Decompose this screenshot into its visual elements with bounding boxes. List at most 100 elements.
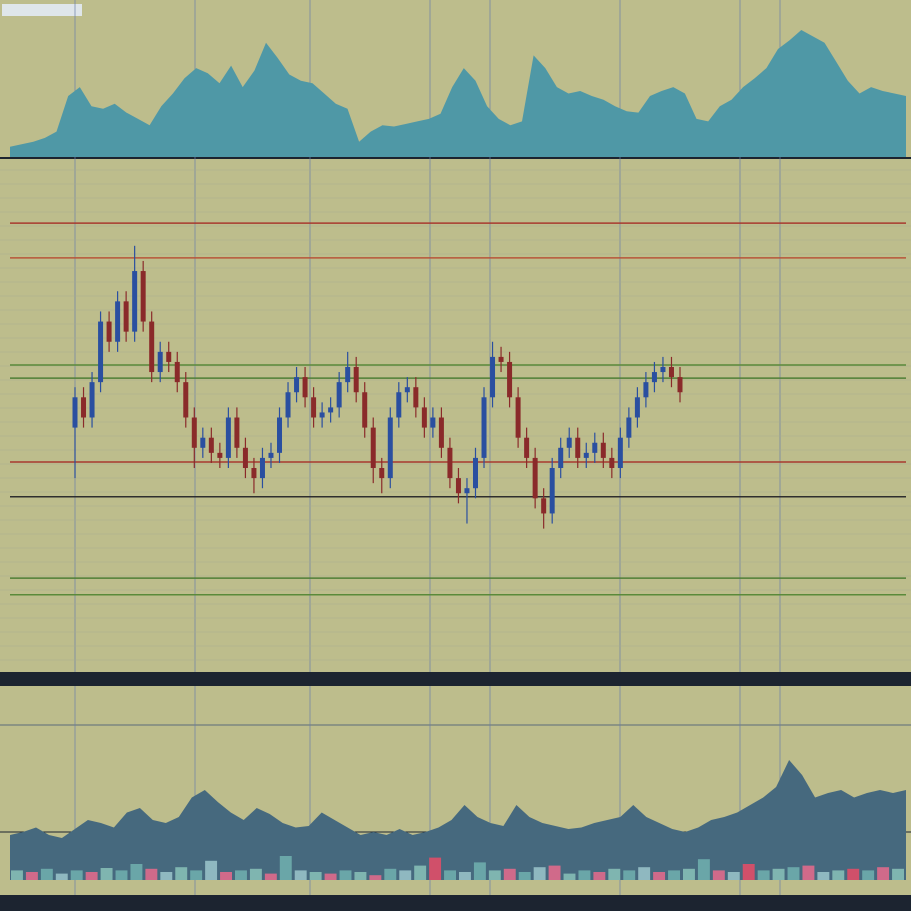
volume-bar [190,870,203,880]
candle-body [183,382,189,418]
volume-bar [578,870,591,880]
volume-bar [384,868,397,880]
candle-body [634,397,640,418]
volume-bar [892,868,904,880]
volume-bar [40,868,53,880]
volume-bar [369,875,382,880]
volume-bar [294,870,307,880]
candle-body [123,301,129,332]
volume-bar [742,864,755,880]
candle-body [234,417,240,448]
bottom-axis-bar [0,895,911,911]
volume-bar [787,867,800,880]
candle-body [302,377,308,398]
volume-bar [249,868,262,880]
candle-body [225,417,231,458]
candle-body [268,452,274,458]
candle-body [413,387,419,408]
candle-body [157,351,163,373]
candle-body [149,321,155,373]
candle-body [353,367,359,393]
candle-body [490,356,496,398]
candle-body [643,382,649,398]
symbol-box [2,4,82,16]
volume-bar [414,865,427,880]
volume-bar [473,862,486,880]
candle-body [242,447,248,468]
volume-bar [85,872,98,880]
candle-body [115,301,121,342]
candle-body [498,356,504,362]
volume-bar [115,870,128,880]
candle-body [200,437,206,448]
volume-bar [668,870,680,880]
volume-bar [697,859,710,880]
volume-bar [832,870,845,880]
volume-bar [683,868,695,880]
volume-bar [160,872,173,880]
candle-body [626,417,632,438]
volume-bar [638,867,651,880]
candle-body [140,271,146,322]
candle-body [132,271,138,332]
candle-body [259,457,265,479]
volume-bar [817,872,830,880]
candle-body [98,321,104,383]
volume-bar [862,870,875,880]
volume-bar [264,873,277,880]
candle-body [481,397,487,458]
volume-bar [205,860,218,880]
volume-bar [220,872,232,880]
volume-bar [25,872,38,880]
candle-body [311,397,317,418]
candle-body [379,468,385,479]
volume-bar [608,868,621,880]
volume-bar [459,872,471,880]
candle-body [396,392,402,418]
volume-bar [623,870,636,880]
volume-bar [235,870,247,880]
candle-body [251,468,257,479]
candle-body [285,392,291,418]
candle-body [89,382,95,418]
volume-bar [503,868,516,880]
volume-bar [563,873,576,880]
candle-body [217,452,223,458]
candle-body [370,427,376,468]
volume-bar [518,872,531,880]
candle-body [455,478,461,494]
area [10,30,906,157]
volume-bar [847,868,860,880]
candle-body [387,417,393,479]
candle-body [328,407,334,413]
candle-body [651,372,657,383]
candle-body [208,437,214,453]
candle-body [319,412,325,418]
candle-body [472,457,478,489]
volume-bar [653,872,666,880]
volume-bar [130,864,143,880]
volume-bar [712,870,725,880]
candle-body [575,437,581,458]
volume-bar [145,868,158,880]
candle-body [174,361,180,383]
candle-body [438,417,444,448]
candle-body [362,392,368,428]
volume-bar [444,870,456,880]
candle-body [345,367,351,383]
candle-body [294,377,300,393]
volume-bar [309,872,322,880]
candle-body [532,457,538,499]
candle-body [507,361,513,398]
volume-bar [55,873,68,880]
volume-bar [757,870,770,880]
volume-bar [354,872,367,880]
candle-body [191,417,197,448]
volume-bar [727,872,740,880]
candle-body [549,468,555,514]
candle-body [583,452,589,458]
volume-bar [548,865,561,880]
candle-body [277,417,283,453]
volume-bar [11,870,23,880]
